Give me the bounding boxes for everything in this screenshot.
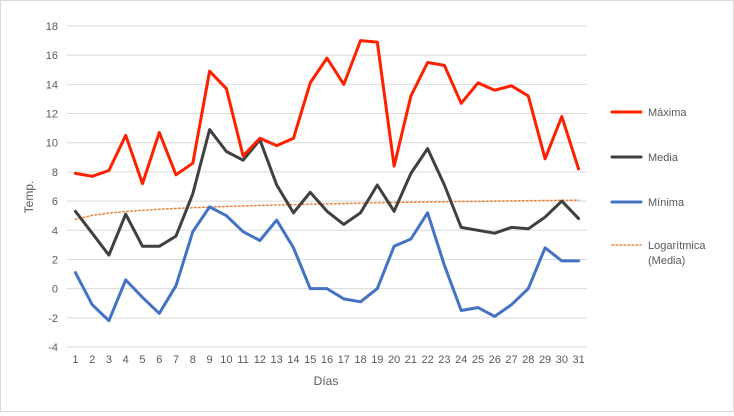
y-tick-label: 10 — [46, 138, 58, 150]
x-tick-label: 6 — [156, 354, 162, 366]
y-tick-label: 6 — [52, 196, 58, 208]
x-tick-label: 11 — [237, 354, 248, 366]
legend-label: Media — [648, 152, 679, 164]
x-tick-label: 28 — [522, 354, 534, 366]
x-axis-ticks: 1 2 3 4 5 6 7 8 9 10 11 12 13 14 15 16 17 18 19 20 21 22 23 24 2… — [72, 354, 584, 366]
y-tick-label: 0 — [52, 284, 58, 296]
x-tick-label: 7 — [173, 354, 179, 366]
x-tick-label: 25 — [472, 354, 484, 366]
legend-label: Logarítmica — [648, 240, 706, 252]
x-tick-label: 31 — [572, 354, 584, 366]
x-tick-label: 2 — [89, 354, 95, 366]
y-tick-label: 8 — [52, 167, 58, 179]
x-tick-label: 13 — [271, 354, 283, 366]
x-tick-label: 12 — [254, 354, 266, 366]
y-tick-label: 2 — [52, 254, 58, 266]
x-tick-label: 29 — [539, 354, 551, 366]
x-tick-label: 20 — [388, 354, 400, 366]
x-tick-label: 15 — [304, 354, 316, 366]
x-tick-label: 23 — [438, 354, 450, 366]
y-tick-label: -4 — [48, 342, 58, 354]
x-axis-title: Días — [314, 374, 339, 388]
x-tick-label: 26 — [489, 354, 501, 366]
x-tick-label: 8 — [190, 354, 196, 366]
x-tick-label: 14 — [287, 354, 299, 366]
x-tick-label: 9 — [207, 354, 213, 366]
y-tick-label: 18 — [46, 21, 58, 33]
y-tick-label: 16 — [46, 50, 58, 62]
legend-label: Mínima — [648, 197, 685, 209]
legend-label: (Media) — [648, 255, 685, 267]
series-line-2 — [73, 128, 581, 257]
x-tick-label: 22 — [422, 354, 434, 366]
x-tick-label: 17 — [338, 354, 350, 366]
y-axis-title: Temp. — [22, 181, 36, 214]
y-tick-label: -2 — [48, 313, 58, 325]
y-tick-label: 4 — [52, 225, 58, 237]
y-tick-label: 12 — [46, 109, 58, 121]
x-tick-label: 5 — [139, 354, 145, 366]
legend: Máxima Media Mínima Logarítmica (Media) — [610, 107, 706, 267]
gridlines — [67, 25, 587, 348]
x-tick-label: 16 — [321, 354, 333, 366]
x-tick-label: 27 — [505, 354, 517, 366]
x-tick-label: 24 — [455, 354, 467, 366]
y-tick-label: 14 — [46, 79, 58, 91]
series-line-1 — [73, 39, 581, 186]
x-tick-label: 1 — [72, 354, 78, 366]
x-tick-label: 4 — [123, 354, 129, 366]
x-tick-label: 10 — [220, 354, 232, 366]
x-tick-label: 30 — [556, 354, 568, 366]
x-tick-label: 19 — [371, 354, 383, 366]
x-tick-label: 18 — [354, 354, 366, 366]
series-line-4 — [74, 199, 580, 221]
x-tick-label: 3 — [106, 354, 112, 366]
series-line-3 — [73, 205, 581, 323]
series-lines — [73, 39, 581, 323]
x-tick-label: 21 — [405, 354, 417, 366]
legend-label: Máxima — [648, 107, 687, 119]
y-axis-ticks: -4 -2 0 2 4 6 8 10 12 14 16 18 — [46, 21, 58, 354]
